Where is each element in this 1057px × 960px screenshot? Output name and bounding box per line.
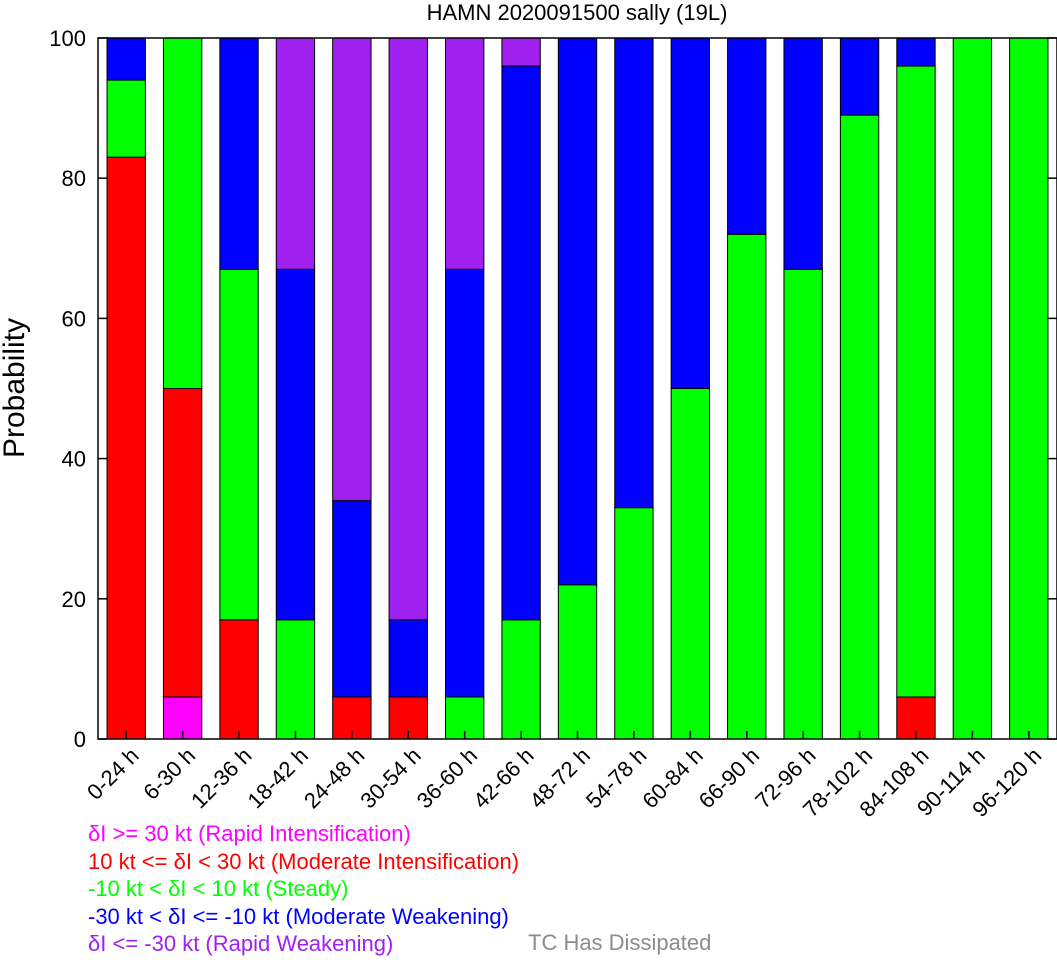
legend-entry-1: δI >= 30 kt (Rapid Intensification) [88, 821, 411, 846]
y-tick-label: 40 [62, 447, 86, 472]
x-tick-label: 18-42 h [242, 743, 312, 813]
bar-segment-9-series-3 [557, 584, 598, 740]
bar-segment-4-series-3 [275, 619, 316, 740]
y-tick-label: 60 [62, 306, 86, 331]
legend-entry-2: 10 kt <= δI < 30 kt (Moderate Intensific… [88, 848, 520, 874]
y-tick-label: 0 [74, 727, 86, 752]
y-tick-label: 80 [62, 166, 86, 191]
bar-segment-10-series-4 [614, 37, 654, 509]
bar-segment-1-series-2 [106, 156, 146, 740]
bar-segment-14-series-4 [839, 37, 880, 116]
bar-segment-1-series-3 [106, 79, 146, 158]
x-tick-label: 54-78 h [581, 743, 651, 813]
bar-segment-7-series-4 [445, 268, 485, 698]
bar-segment-15-series-4 [896, 37, 936, 67]
y-tick-label: 20 [62, 587, 86, 612]
bar-segment-11-series-4 [670, 37, 711, 389]
legend-entry-5: δI <= -30 kt (Rapid Weakening) [88, 931, 394, 956]
bar-segment-6-series-4 [388, 619, 428, 698]
x-tick-label: 30-54 h [355, 743, 425, 813]
bar-segment-16-series-3 [952, 37, 993, 740]
bar-segment-8-series-4 [501, 65, 541, 621]
chart-title: HAMN 2020091500 sally (19L) [427, 0, 728, 25]
legend-entry-4: -30 kt < δI <= -10 kt (Moderate Weakenin… [88, 903, 509, 929]
bar-segment-2-series-3 [162, 37, 203, 389]
x-tick-label: 0-24 h [82, 743, 144, 805]
y-tick-label: 100 [49, 26, 86, 51]
bar-segment-3-series-4 [219, 37, 259, 270]
bar-segment-1-series-4 [106, 37, 146, 81]
x-tick-label: 12-36 h [186, 743, 256, 813]
bar-segment-8-series-5 [501, 37, 541, 67]
bar-segment-2-series-2 [162, 388, 203, 698]
x-tick-label: 66-90 h [694, 743, 764, 813]
bar-segment-15-series-3 [896, 65, 936, 698]
legend: δI >= 30 kt (Rapid Intensification) 10 kt… [88, 820, 519, 958]
bar-segment-4-series-4 [275, 268, 316, 621]
bar-segment-13-series-3 [783, 268, 823, 740]
bar-segment-5-series-4 [332, 500, 372, 698]
x-tick-label: 36-60 h [412, 743, 482, 813]
y-axis-label: Probability [0, 318, 31, 458]
bar-segment-14-series-3 [839, 114, 880, 740]
bar-segment-6-series-5 [388, 37, 428, 621]
legend-dissipated: TC Has Dissipated [528, 930, 712, 955]
bar-segment-4-series-5 [275, 37, 316, 270]
bar-segment-3-series-3 [219, 268, 259, 621]
x-tick-label: 24-48 h [299, 743, 369, 813]
y-ticks-group: 0 20 40 60 80 100 [49, 26, 1057, 752]
bar-segment-8-series-3 [501, 619, 541, 740]
bar-segment-5-series-5 [332, 37, 372, 502]
legend-entry-3: -10 kt < δI < 10 kt (Steady) [88, 876, 349, 901]
bar-segment-9-series-4 [557, 37, 598, 586]
bar-segment-3-series-2 [219, 619, 259, 740]
x-tick-label: 60-84 h [637, 743, 707, 813]
bar-segment-12-series-3 [727, 233, 767, 740]
x-tick-label: 48-72 h [525, 743, 595, 813]
bar-segment-17-series-3 [1009, 37, 1049, 740]
bar-segment-13-series-4 [783, 37, 823, 270]
x-tick-label: 42-66 h [468, 743, 538, 813]
bar-segment-10-series-3 [614, 507, 654, 740]
x-ticks-group: 0-24 h6-30 h12-36 h18-42 h24-48 h30-54 h… [82, 731, 1046, 822]
bar-segment-11-series-3 [670, 388, 711, 740]
bar-segment-7-series-5 [445, 37, 485, 270]
bars-group [106, 37, 1049, 740]
bar-segment-12-series-4 [727, 37, 767, 235]
